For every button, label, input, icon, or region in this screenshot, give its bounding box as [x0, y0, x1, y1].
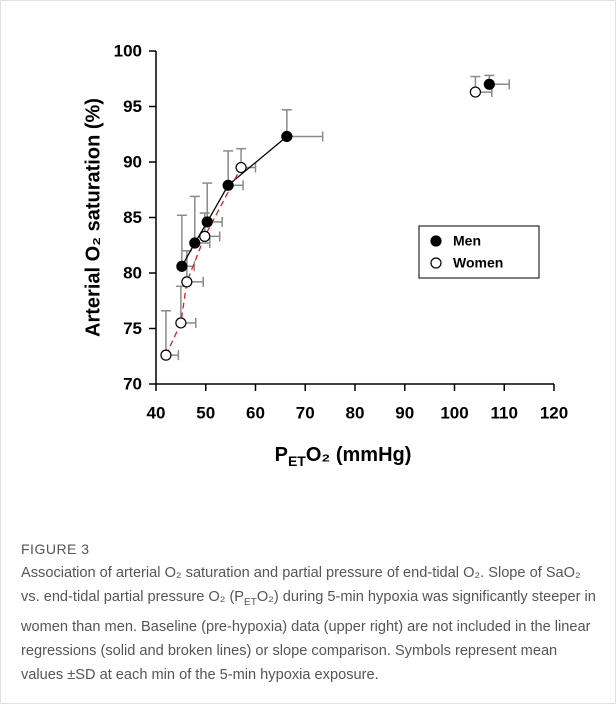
caption-part: Association of arterial O₂ saturation an… [21, 565, 581, 605]
x-tick-label: 40 [147, 403, 166, 422]
y-tick-label: 85 [123, 208, 142, 227]
series-line [165, 167, 242, 356]
y-axis-label: Arterial O₂ saturation (%) [82, 98, 104, 337]
caption-part: O₂) during 5-min hypoxia was significant… [21, 589, 596, 683]
point [281, 130, 293, 143]
x-tick-label: 120 [540, 403, 568, 422]
legend-label: Women [453, 255, 503, 271]
point [222, 179, 234, 191]
x-axis-label: PETO₂ (mmHg) [275, 444, 412, 468]
point [175, 317, 187, 329]
y-tick-label: 80 [123, 263, 142, 282]
point [469, 86, 481, 98]
y-tick-label: 70 [123, 374, 142, 393]
y-tick-label: 90 [123, 152, 142, 171]
legend-box [418, 225, 540, 279]
x-axis-label-part: O₂ (mmHg) [306, 444, 412, 466]
figure-caption: Association of arterial O₂ saturation an… [21, 561, 601, 687]
x-tick-label: 80 [346, 403, 365, 422]
point [189, 237, 201, 249]
x-axis-label-part: ET [288, 453, 306, 469]
x-tick-label: 100 [440, 403, 468, 422]
chart: 70 75 80 85 90 95 100 40 50 60 70 80 90 100 110 120 Arte… [82, 41, 568, 468]
legend-marker [430, 257, 442, 269]
point [483, 78, 495, 90]
y-tick-label: 100 [114, 41, 142, 60]
y-tick-label: 75 [123, 319, 142, 338]
caption-part: ET [244, 596, 257, 608]
x-axis-label-part: P [275, 444, 288, 466]
point [160, 349, 172, 361]
x-tick-label: 50 [196, 403, 215, 422]
x-tick-label: 90 [395, 403, 414, 422]
x-tick-label: 60 [246, 403, 265, 422]
point [181, 276, 193, 288]
figure-label: FIGURE 3 [21, 541, 90, 557]
point [201, 216, 213, 228]
x-tick-label: 70 [296, 403, 315, 422]
point [176, 260, 188, 272]
y-tick-label: 95 [123, 97, 142, 116]
point [235, 161, 247, 174]
point [199, 230, 211, 242]
legend-marker [430, 235, 442, 247]
legend-label: Men [453, 233, 481, 249]
x-tick-label: 110 [491, 403, 518, 422]
